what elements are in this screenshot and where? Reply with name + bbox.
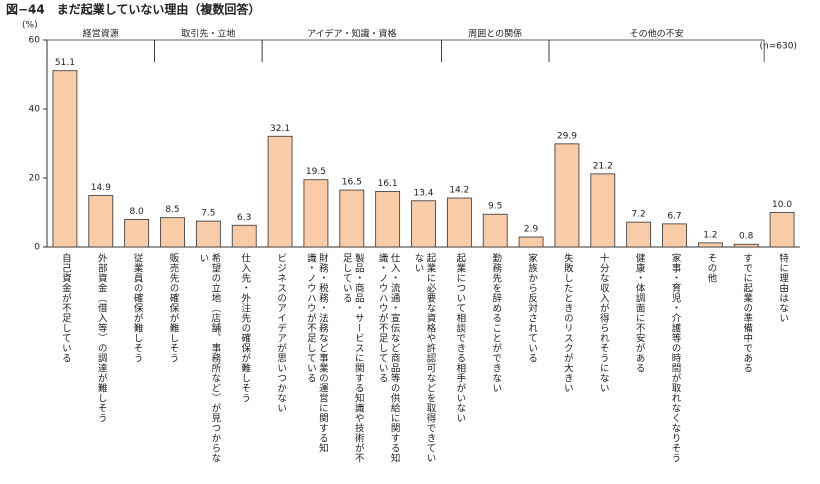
y-tick-label: 0 <box>34 243 40 253</box>
y-tick-label: 20 <box>29 174 41 184</box>
bar <box>482 213 508 248</box>
bar <box>303 179 329 248</box>
value-label: 13.4 <box>413 188 433 198</box>
bar <box>518 236 544 248</box>
x-tick-label: 従業員の確保が難しそう <box>131 253 143 363</box>
bar <box>267 135 293 248</box>
x-tick-label: 十分な収入が得られそうにない <box>597 253 609 393</box>
x-tick-label: 起業について相談できる相手がいない <box>454 253 466 423</box>
x-tick-label: 家族から反対されている <box>526 253 538 363</box>
x-tick-label: ビジネスのアイデアが思いつかない <box>275 253 287 413</box>
group-label: アイデア・知識・資格 <box>307 28 397 40</box>
x-tick-label: 家事・育児・介護等の時間が取れなくなりそう <box>669 253 681 463</box>
x-tick-label: 仕入先・外注先の確保が難しそう <box>239 253 251 403</box>
value-label: 1.2 <box>703 230 717 240</box>
bar <box>160 217 185 248</box>
value-label: 8.0 <box>129 207 144 217</box>
value-label: 14.9 <box>91 183 111 193</box>
x-tick-label: 特に理由はない <box>777 253 789 323</box>
bar <box>590 173 616 248</box>
x-tick-label: 起業に必要な資格や許認可などを取得できていない <box>412 253 436 463</box>
y-unit: (%) <box>22 21 38 31</box>
group-label: その他の不安 <box>630 28 684 40</box>
x-tick-label: すでに起業の準備中である <box>741 253 753 373</box>
value-label: 7.2 <box>631 210 645 220</box>
value-label: 10.0 <box>772 200 792 210</box>
value-label: 51.1 <box>55 58 75 68</box>
value-label: 8.5 <box>165 205 179 215</box>
y-tick-label: 60 <box>29 36 41 46</box>
x-tick-label: 財務・税務・法務など事業の運営に関する知識・ノウハウが不足している <box>304 253 328 453</box>
x-tick-label: 外部資金（借入等）の調達が難しそう <box>95 253 107 423</box>
bar <box>339 189 365 248</box>
x-tick-label: 販売先の確保が難しそう <box>167 253 179 363</box>
x-tick-label: 失敗したときのリスクが大きい <box>561 253 573 393</box>
value-label: 0.8 <box>739 232 754 242</box>
bar <box>88 195 114 248</box>
bar <box>446 197 472 248</box>
x-tick-label: 自己資金が不足している <box>59 253 71 363</box>
bar <box>411 200 436 248</box>
bar <box>124 218 150 248</box>
y-tick-label: 40 <box>29 105 41 115</box>
group-label: 周囲との関係 <box>468 29 522 40</box>
bar <box>733 243 759 248</box>
value-label: 9.5 <box>488 202 502 212</box>
value-label: 7.5 <box>201 209 215 219</box>
bar <box>662 223 687 248</box>
value-label: 6.7 <box>667 211 681 221</box>
group-label: 経営資源 <box>83 28 119 40</box>
value-label: 21.2 <box>593 161 613 171</box>
bar <box>626 221 652 248</box>
bar <box>231 224 257 248</box>
x-tick-label: 勤務先を辞めることができない <box>490 253 502 393</box>
note: (n=630) <box>760 42 797 52</box>
bar <box>195 220 221 248</box>
x-tick-label: 仕入・流通・宣伝など商品等の供給に関する知識・ノウハウが不足している <box>376 253 400 463</box>
bar <box>52 70 78 248</box>
bar <box>769 212 795 248</box>
x-tick-label: 健康・体調面に不安がある <box>633 253 645 373</box>
x-tick-label: 製品・商品・サービスに関する知識や技術が不足している <box>340 253 364 463</box>
chart-title: 図−44 まだ起業していない理由（複数回答） <box>6 2 260 17</box>
group-label: 取引先・立地 <box>181 28 235 40</box>
value-label: 19.5 <box>306 167 326 177</box>
value-label: 2.9 <box>524 224 539 234</box>
value-label: 14.2 <box>449 186 469 196</box>
x-tick-label: 希望の立地（店舗、事務所など）が見つからない <box>197 253 221 463</box>
value-label: 29.9 <box>557 131 577 141</box>
bar <box>375 191 401 248</box>
bar <box>554 143 580 248</box>
value-label: 6.3 <box>237 213 251 223</box>
bar <box>697 242 723 248</box>
x-tick-label: その他 <box>705 253 717 283</box>
value-label: 16.5 <box>342 178 362 188</box>
value-label: 16.1 <box>378 179 398 189</box>
value-label: 32.1 <box>270 124 290 134</box>
